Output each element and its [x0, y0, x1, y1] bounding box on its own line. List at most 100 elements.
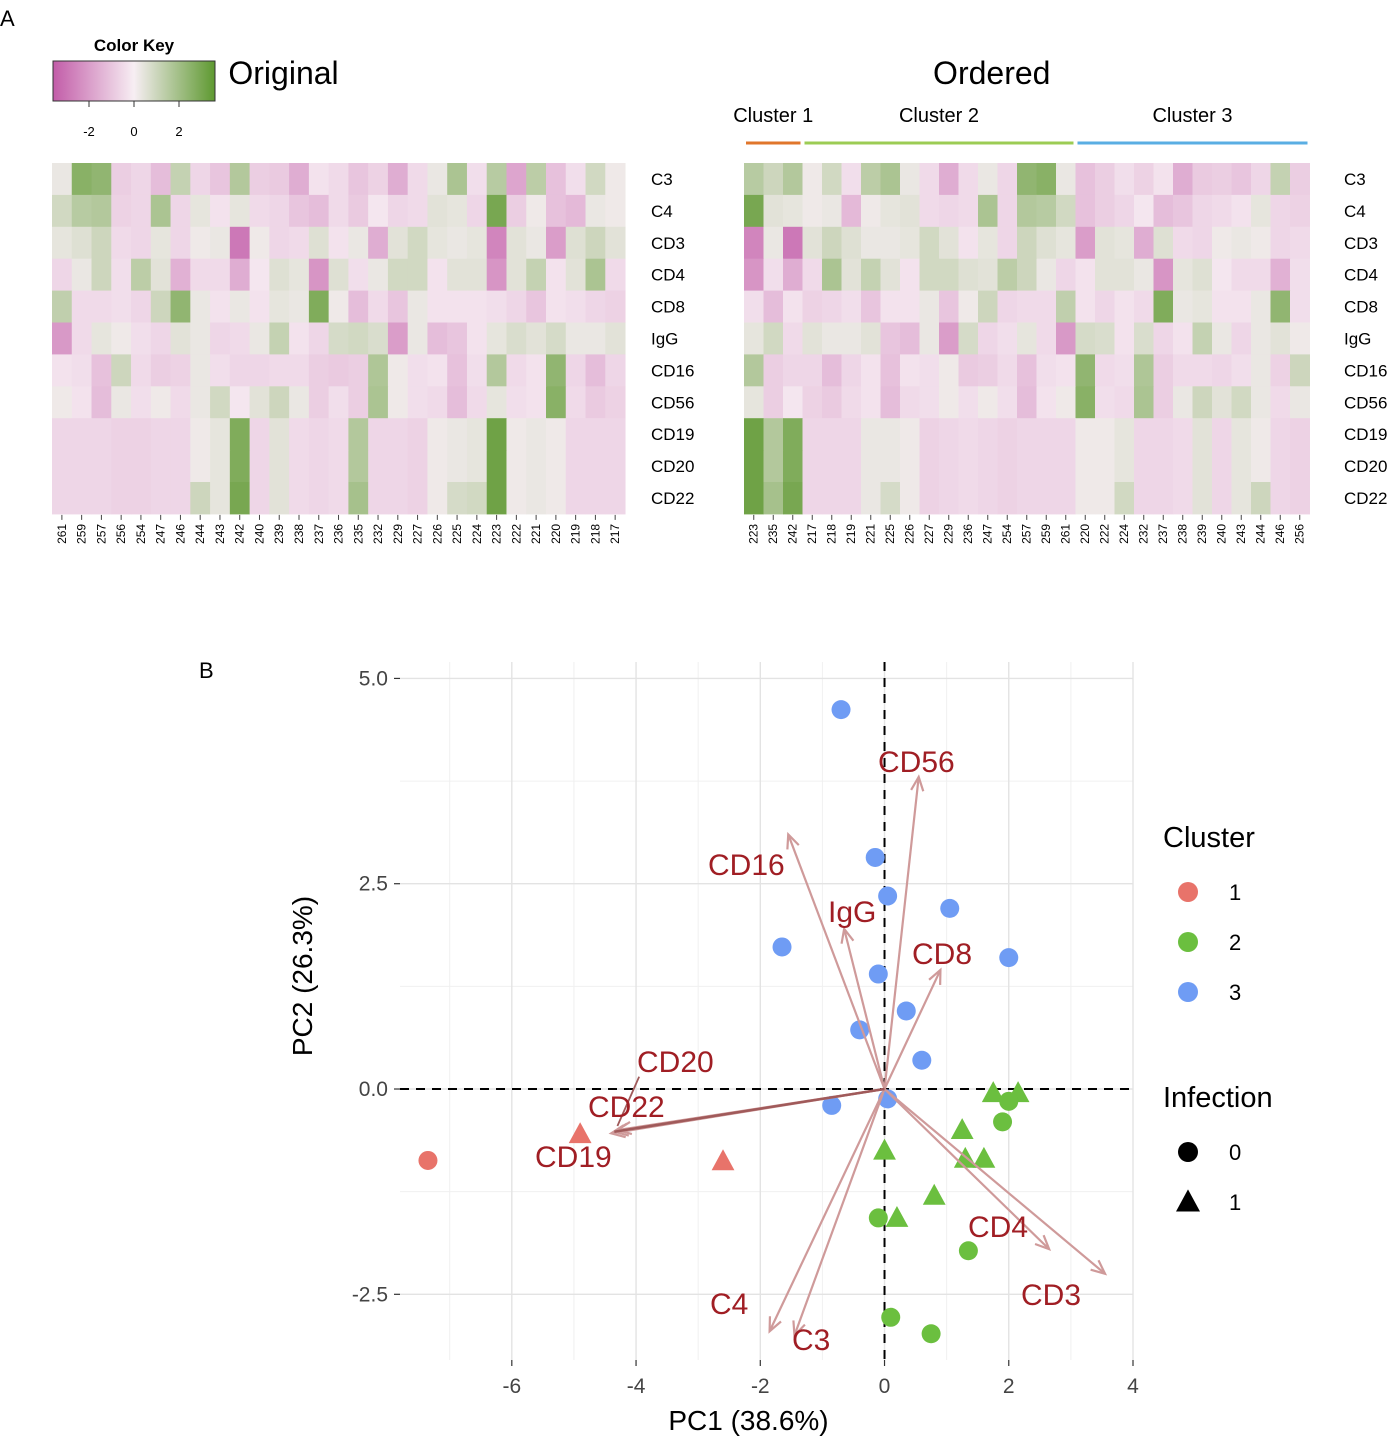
heatmap-cell — [1095, 258, 1115, 292]
heatmap-cell — [585, 322, 606, 355]
heatmap-cell — [900, 226, 920, 260]
heatmap-cell — [1270, 450, 1291, 483]
legend-cluster-label: 3 — [1229, 980, 1241, 1005]
heatmap-cell — [111, 194, 132, 228]
heatmap-cell — [210, 354, 231, 387]
heatmap-cell — [348, 322, 369, 355]
heatmap-cell — [387, 258, 409, 292]
heatmap-cell — [486, 450, 507, 483]
heatmap-cell — [997, 258, 1018, 292]
heatmap-cell — [565, 194, 587, 228]
heatmap-cell — [1134, 194, 1154, 228]
heatmap-cell — [447, 163, 468, 196]
heatmap-col-label: 259 — [1039, 524, 1053, 544]
heatmap-cell — [1075, 322, 1096, 355]
heatmap-cell — [546, 418, 567, 451]
heatmap-cell — [978, 418, 998, 451]
heatmap-cell — [565, 450, 587, 483]
heatmap-col-label: 235 — [766, 524, 780, 544]
heatmap-col-label: 225 — [450, 524, 464, 544]
heatmap-col-label: 256 — [114, 524, 128, 544]
heatmap-cell — [1270, 322, 1291, 355]
heatmap-cell — [447, 418, 468, 451]
heatmap-col-label: 254 — [1000, 524, 1014, 544]
heatmap-row-label: IgG — [651, 329, 678, 348]
heatmap-cell — [368, 450, 389, 483]
heatmap-cell — [1114, 354, 1135, 387]
legend-title-cluster: Cluster — [1163, 822, 1255, 854]
heatmap-cell — [190, 290, 211, 323]
heatmap-cell — [861, 322, 881, 355]
heatmap-cell — [763, 450, 784, 483]
heatmap-cell — [1251, 322, 1271, 355]
heatmap-cell — [387, 450, 409, 483]
heatmap-cell — [308, 290, 330, 323]
heatmap-cell — [1153, 482, 1174, 515]
heatmap-cell — [841, 194, 862, 228]
heatmap-cell — [486, 163, 507, 196]
heatmap-cell — [447, 194, 468, 228]
heatmap-cell — [249, 418, 270, 451]
heatmap-cell — [506, 163, 527, 196]
heatmap-cell — [328, 482, 349, 515]
heatmap-cell — [861, 450, 881, 483]
heatmap-cell — [1153, 163, 1174, 196]
heatmap-cell — [605, 290, 626, 323]
heatmap-cell — [841, 418, 862, 451]
heatmap-cell — [131, 163, 152, 196]
heatmap-cell — [289, 482, 310, 515]
heatmap-cell — [131, 258, 152, 292]
heatmap-cell — [91, 258, 112, 292]
heatmap-cell — [822, 226, 842, 260]
heatmap-cell — [880, 322, 901, 355]
heatmap-cell — [328, 226, 349, 260]
heatmap-cell — [1192, 386, 1213, 419]
heatmap-cell — [111, 450, 132, 483]
heatmap-cell — [939, 290, 959, 323]
heatmap-cell — [52, 194, 73, 228]
heatmap-cell — [466, 194, 488, 228]
heatmap-cell — [546, 386, 567, 419]
heatmap-cell — [407, 482, 428, 515]
heatmap-cell — [1114, 226, 1135, 260]
heatmap-cell — [978, 322, 998, 355]
heatmap-cell — [546, 194, 567, 228]
heatmap-cell — [1134, 386, 1154, 419]
heatmap-row-label: CD20 — [1344, 457, 1387, 476]
heatmap-cell — [348, 386, 369, 419]
heatmap-col-label: 236 — [332, 524, 346, 544]
heatmap-col-label: 224 — [470, 524, 484, 544]
heatmap-cell — [1231, 482, 1252, 515]
heatmap-cell — [1114, 450, 1135, 483]
heatmap-col-label: 243 — [213, 524, 227, 544]
heatmap-cell — [546, 482, 567, 515]
heatmap-col-label: 223 — [747, 524, 761, 544]
heatmap-cell — [1056, 322, 1076, 355]
heatmap-original: Original C3 C4 CD3 CD4 CD8 IgG CD16 CD56 CD19 CD20… — [52, 55, 694, 544]
heatmap-cell — [1075, 450, 1096, 483]
panel-label-b: B — [199, 658, 214, 683]
heatmap-cell — [150, 354, 172, 387]
heatmap-col-label: 247 — [154, 524, 168, 544]
heatmap-cell — [939, 258, 959, 292]
heatmap-cell — [150, 418, 172, 451]
heatmap-cell — [52, 482, 73, 515]
heatmap-cell — [269, 354, 290, 387]
heatmap-cell — [1173, 290, 1193, 323]
heatmap-cell — [802, 354, 823, 387]
heatmap-cell — [131, 290, 152, 323]
heatmap-cell — [91, 322, 112, 355]
heatmap-cell — [1290, 354, 1310, 387]
heatmap-cell — [1095, 418, 1115, 451]
heatmap-cell — [427, 418, 448, 451]
heatmap-cell — [1192, 226, 1213, 260]
heatmap-cell — [861, 354, 881, 387]
heatmap-cell — [229, 354, 251, 387]
heatmap-cell — [71, 194, 93, 228]
heatmap-cell — [170, 354, 191, 387]
heatmap-cell — [939, 194, 959, 228]
heatmap-cell — [822, 354, 842, 387]
heatmap-cell — [466, 322, 488, 355]
heatmap-cell — [822, 386, 842, 419]
heatmap-cell — [565, 418, 587, 451]
